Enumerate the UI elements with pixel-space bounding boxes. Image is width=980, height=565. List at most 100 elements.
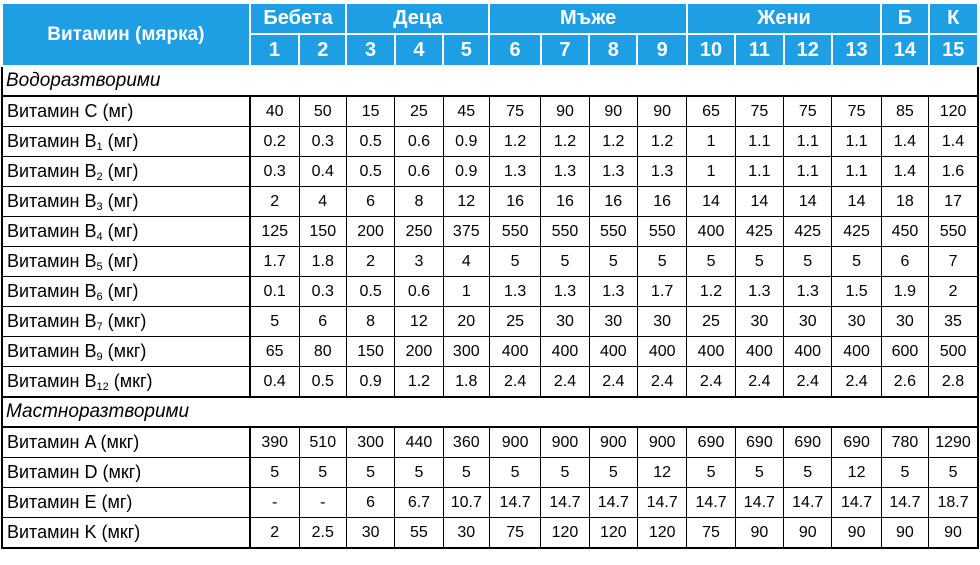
value-cell: 75: [488, 517, 542, 549]
value-cell: 30: [540, 306, 590, 337]
table-row: Витамин B6 (мг) 0.1 0.3 0.5 0.6 1 1.3 1.3 1.3 1.7…: [1, 276, 980, 307]
vitamin-name: Витамин B: [7, 221, 97, 241]
value-cell: 14.7: [686, 487, 736, 518]
value-cell: 5: [880, 457, 930, 488]
value-cell: 30: [734, 306, 785, 337]
vitamin-name-cell: Витамин C (мг): [1, 95, 251, 127]
value-cell: 2: [249, 186, 300, 217]
value-cell: 14.7: [488, 487, 542, 518]
value-cell: 55: [394, 517, 444, 549]
value-cell: 14.7: [831, 487, 882, 518]
value-cell: 2.6: [880, 366, 930, 398]
value-cell: 7: [928, 246, 980, 277]
value-cell: 200: [345, 216, 396, 247]
value-cell: 390: [249, 426, 300, 458]
value-cell: 120: [928, 95, 980, 127]
value-cell: 2.4: [831, 366, 882, 398]
vitamin-name: Витамин B: [7, 251, 97, 271]
value-cell: 1.2: [540, 126, 590, 157]
value-cell: 1.2: [394, 366, 444, 398]
value-cell: 1.7: [636, 276, 688, 307]
section-row: Водоразтворими: [1, 65, 979, 97]
value-cell: 4: [298, 186, 347, 217]
vitamin-column-header: Витамин (мярка): [1, 2, 251, 67]
value-cell: 2: [928, 276, 980, 307]
value-cell: 1.2: [488, 126, 542, 157]
value-cell: 1.1: [783, 126, 833, 157]
value-cell: 5: [588, 246, 638, 277]
value-cell: 1: [442, 276, 490, 307]
value-cell: 25: [686, 306, 736, 337]
value-cell: 690: [831, 426, 882, 458]
value-cell: 1.5: [831, 276, 882, 307]
value-cell: 1: [686, 156, 736, 187]
value-cell: 18.7: [928, 487, 980, 518]
column-number: 11: [734, 33, 785, 67]
vitamin-subscript: 4: [96, 231, 103, 243]
table-body: Водоразтворими Витамин C (мг) 40 50 15 25 45 75…: [1, 65, 980, 549]
column-number: 8: [588, 33, 639, 67]
value-cell: 0.4: [249, 366, 300, 398]
value-cell: 1.3: [488, 276, 542, 307]
table-row: Витамин E (мг) - -6 6.7 10.7 14.7 14.7 14.7 14.7…: [1, 487, 980, 518]
value-cell: 5: [588, 457, 638, 488]
value-cell: 690: [783, 426, 833, 458]
value-cell: 85: [880, 95, 930, 127]
value-cell: 50: [298, 95, 347, 127]
value-cell: 5: [783, 457, 833, 488]
section-title: Мастноразтворими: [1, 396, 979, 428]
column-number: 12: [782, 33, 833, 67]
value-cell: 5: [686, 457, 736, 488]
vitamin-name-cell: Витамин B3 (мг): [1, 186, 251, 217]
table-row: Витамин C (мг) 40 50 15 25 45 75 90 90 90 65 75 75 75…: [1, 95, 980, 127]
value-cell: 1.8: [298, 246, 347, 277]
value-cell: 1.2: [636, 126, 688, 157]
value-cell: 150: [345, 336, 396, 367]
value-cell: 5: [488, 457, 542, 488]
value-cell: 0.5: [345, 276, 396, 307]
value-cell: 90: [734, 517, 785, 549]
value-cell: 12: [442, 186, 490, 217]
value-cell: 12: [394, 306, 444, 337]
value-cell: 1.3: [783, 276, 833, 307]
value-cell: 14: [831, 186, 882, 217]
value-cell: 14.7: [734, 487, 785, 518]
vitamin-name-cell: Витамин A (мкг): [1, 426, 251, 458]
value-cell: 375: [442, 216, 490, 247]
value-cell: 0.6: [394, 276, 444, 307]
value-cell: 16: [488, 186, 542, 217]
vitamin-subscript: 7: [96, 321, 103, 333]
value-cell: 200: [394, 336, 444, 367]
value-cell: 510: [298, 426, 347, 458]
vitamin-unit: (мг): [102, 131, 139, 151]
value-cell: 14: [686, 186, 736, 217]
value-cell: 35: [928, 306, 980, 337]
value-cell: 2.4: [686, 366, 736, 398]
value-cell: 80: [298, 336, 347, 367]
value-cell: 0.1: [249, 276, 300, 307]
vitamin-unit: (мкг): [108, 371, 153, 391]
value-cell: 16: [540, 186, 590, 217]
value-cell: 690: [686, 426, 736, 458]
vitamin-unit: (мг): [96, 492, 133, 512]
value-cell: 2.4: [636, 366, 688, 398]
value-cell: 8: [394, 186, 444, 217]
vitamin-unit: (мг): [97, 101, 134, 121]
table-row: Витамин K (мкг) 2 2.5 30 55 30 75 120 120 120 75 90…: [1, 517, 980, 549]
value-cell: 1.1: [783, 156, 833, 187]
column-number: 1: [248, 33, 301, 67]
table-row: Витамин B7 (мкг) 5 6 8 12 20 25 30 30 30 25 30 30 30 3…: [1, 306, 980, 337]
value-cell: 120: [636, 517, 688, 549]
vitamin-name-cell: Витамин B1 (мг): [1, 126, 251, 157]
section-row: Мастноразтворими: [1, 396, 979, 428]
value-cell: 440: [394, 426, 444, 458]
value-cell: 0.5: [345, 126, 396, 157]
value-cell: 120: [540, 517, 590, 549]
value-cell: 1.2: [686, 276, 736, 307]
value-cell: 4: [442, 246, 490, 277]
value-cell: 1.6: [928, 156, 980, 187]
value-cell: 900: [636, 426, 688, 458]
value-cell: 45: [442, 95, 490, 127]
value-cell: 2: [249, 517, 300, 549]
